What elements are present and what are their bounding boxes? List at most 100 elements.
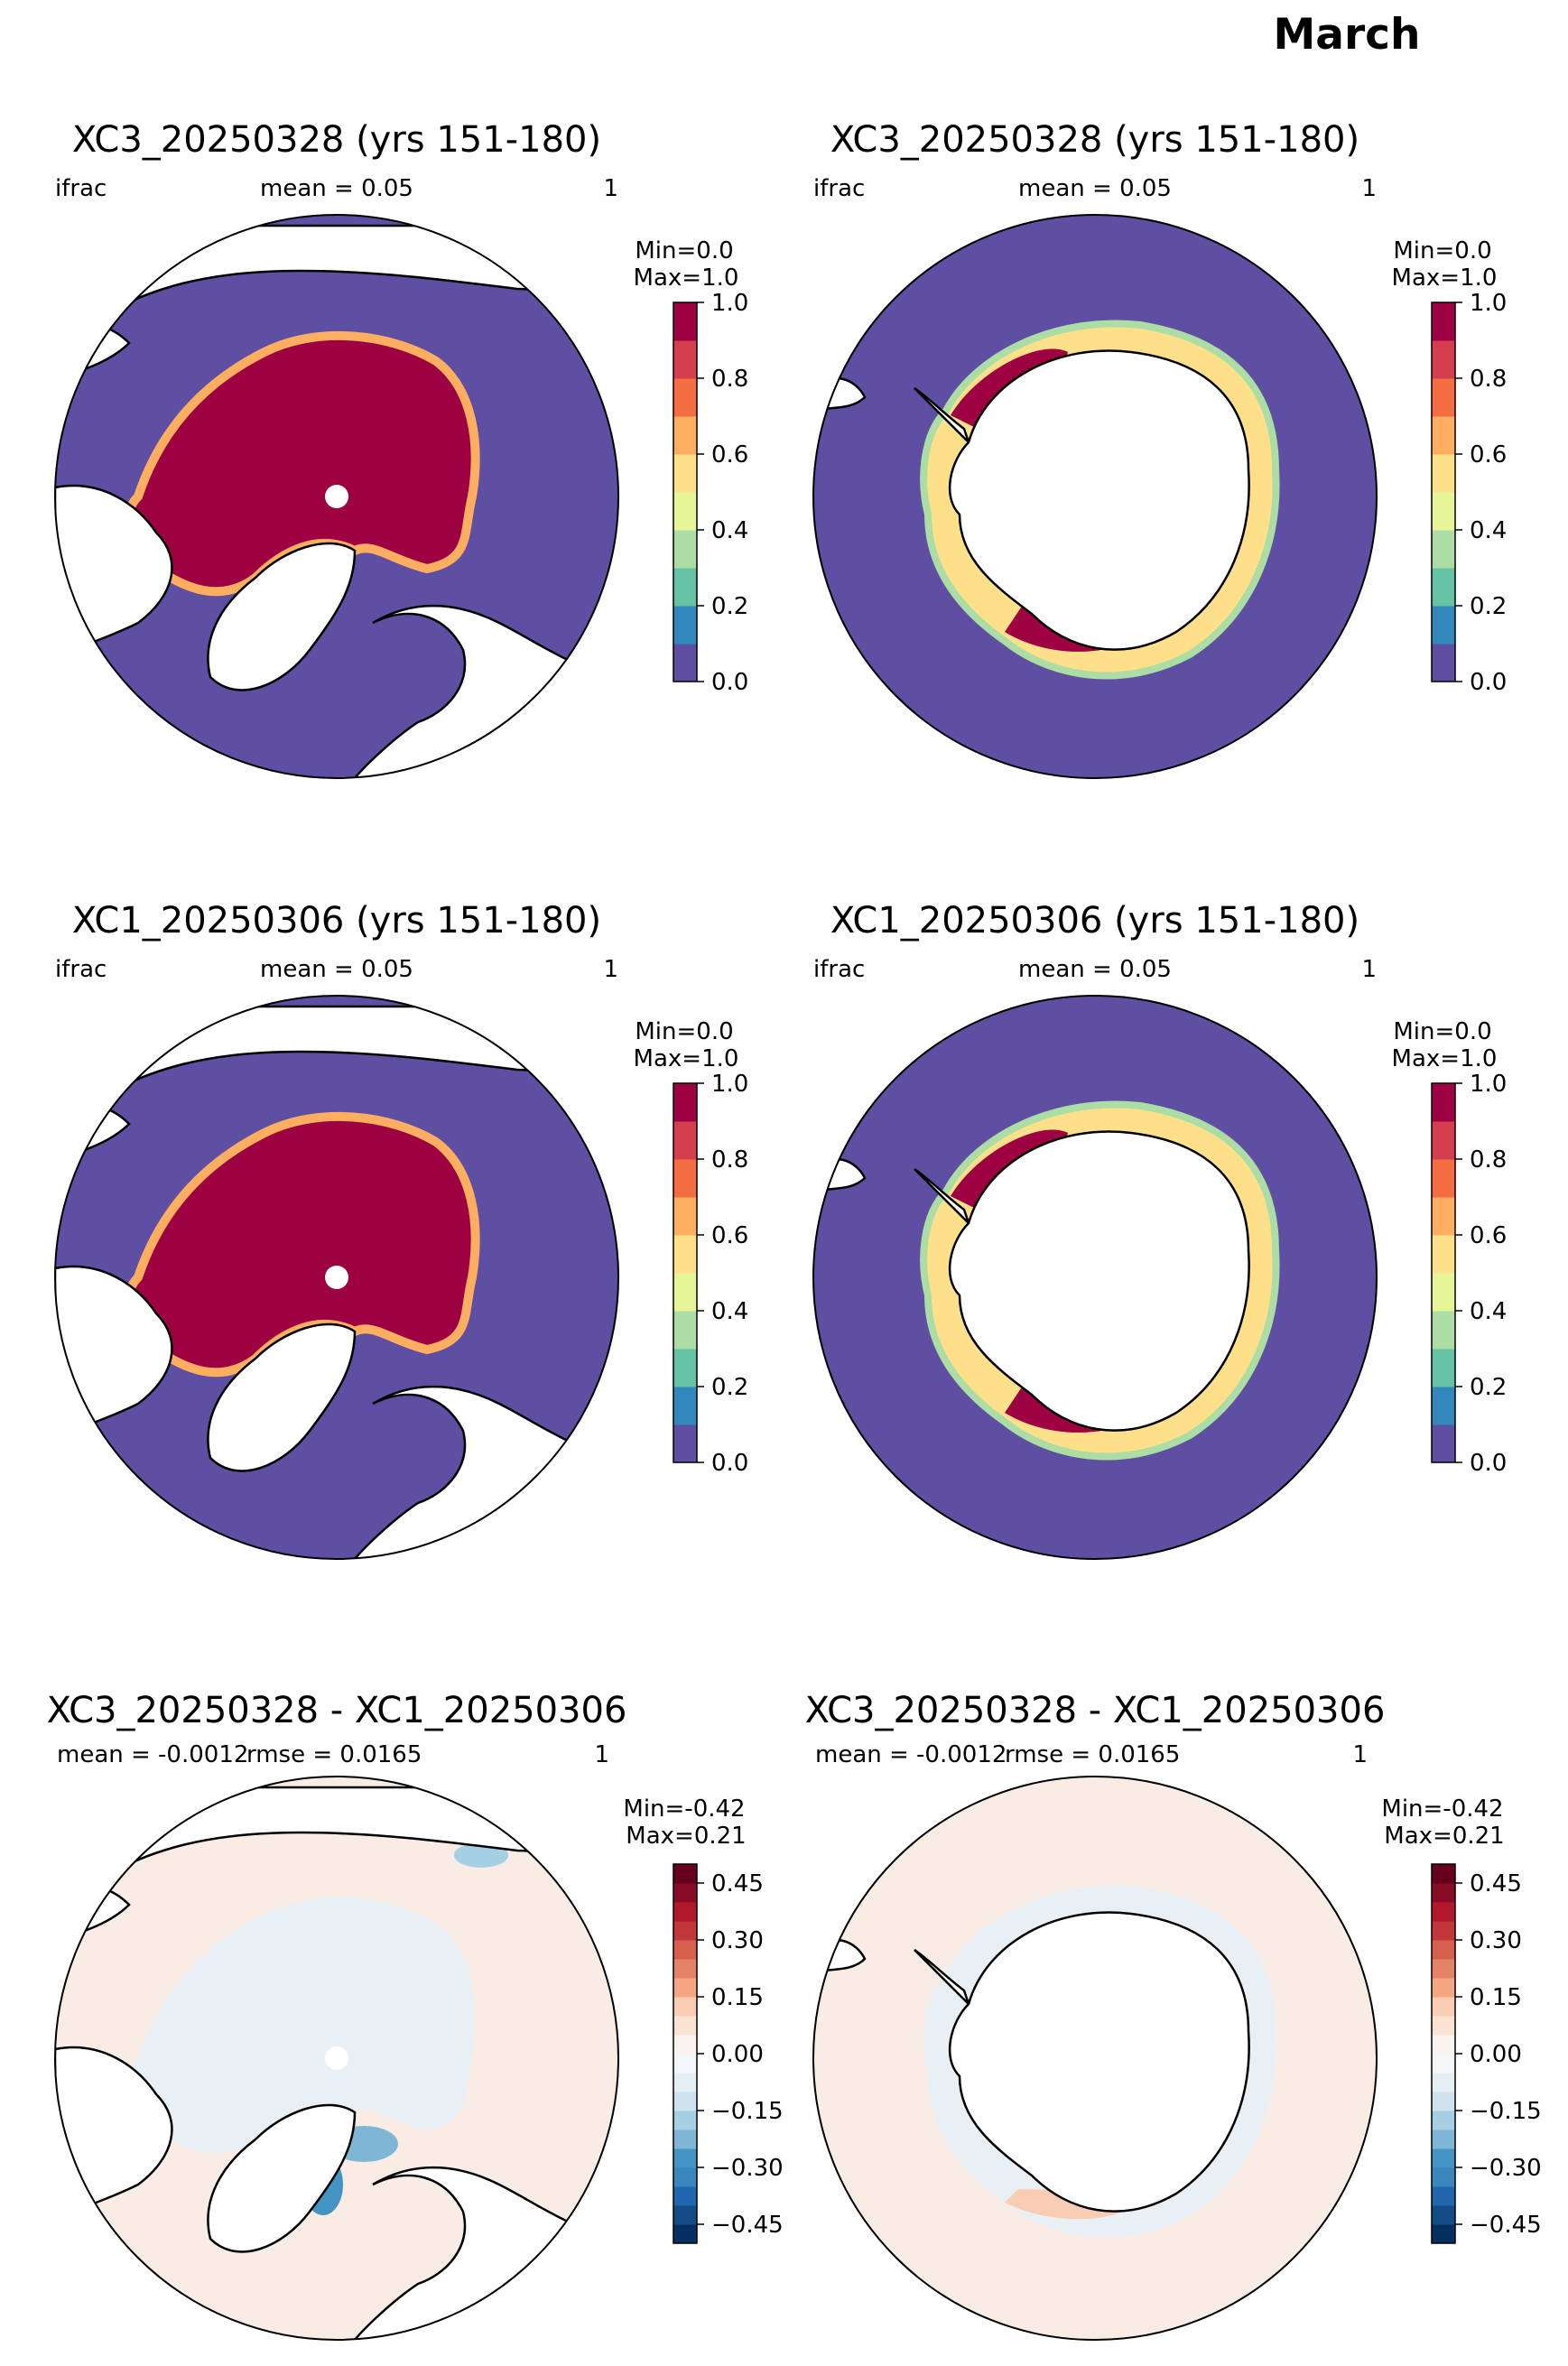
pole-hole bbox=[325, 1266, 348, 1289]
sea-ice-field bbox=[124, 330, 480, 597]
map-field bbox=[813, 1777, 1377, 2340]
panel-label-center: mean = 0.05 bbox=[1018, 956, 1172, 983]
colorbar-segment bbox=[673, 2205, 697, 2225]
map-boundary bbox=[812, 214, 1378, 779]
colorbar-segment bbox=[673, 378, 697, 417]
colorbar-segment bbox=[1432, 416, 1455, 455]
colorbar-segment bbox=[673, 416, 697, 455]
land-mass bbox=[914, 1167, 970, 1224]
colorbar-segment bbox=[1432, 378, 1455, 417]
colorbar-max-label: Max=1.0 bbox=[1392, 1045, 1498, 1072]
panel-title: XC3_20250328 - XC1_20250306 bbox=[805, 1690, 1386, 1731]
colorbar-tick-label: 0.4 bbox=[711, 1298, 748, 1325]
colorbar-segment bbox=[1432, 2148, 1455, 2168]
colorbar-segment bbox=[1432, 644, 1455, 682]
panel-label-left: mean = -0.0012 bbox=[57, 1741, 248, 1768]
colorbar-segment bbox=[1432, 2186, 1455, 2206]
colorbar-segment bbox=[1432, 302, 1455, 341]
colorbar-segment bbox=[1432, 1864, 1455, 1884]
colorbar-tick-label: 1.0 bbox=[711, 1071, 748, 1098]
colorbar-tick-label: 0.00 bbox=[711, 2041, 764, 2068]
colorbar-segment bbox=[1432, 1978, 1455, 1998]
colorbar-tick-label: 0.30 bbox=[711, 1927, 764, 1954]
land-mass bbox=[948, 349, 1250, 651]
colorbar-segment bbox=[673, 1997, 697, 2017]
colorbar-segment bbox=[1432, 2167, 1455, 2187]
land-mass bbox=[948, 1911, 1250, 2213]
panel-title: XC1_20250306 (yrs 151-180) bbox=[72, 900, 601, 942]
panels: XC3_20250328 (yrs 151-180) ifrac mean = 0.… bbox=[47, 119, 1542, 2341]
map-boundary bbox=[812, 995, 1378, 1560]
colorbar-segment bbox=[1432, 492, 1455, 531]
panel-label-right: 1 bbox=[594, 1741, 609, 1768]
colorbar-segment bbox=[673, 2073, 697, 2092]
colorbar-tick-label: 0.0 bbox=[711, 669, 748, 696]
colorbar-segment bbox=[673, 1424, 697, 1463]
panel-label-center: mean = 0.05 bbox=[260, 956, 413, 983]
colorbar-segment bbox=[1432, 1197, 1455, 1236]
colorbar-segment bbox=[1432, 1424, 1455, 1463]
map-field bbox=[813, 996, 1377, 1559]
panel-label-left: ifrac bbox=[55, 956, 107, 983]
colorbar-segment bbox=[673, 606, 697, 645]
colorbar-max-label: Max=0.21 bbox=[1384, 1823, 1504, 1850]
map-field bbox=[55, 1777, 618, 2340]
colorbar-segment bbox=[1432, 1921, 1455, 1941]
colorbar-tick-label: 0.6 bbox=[711, 441, 748, 469]
colorbar-segment bbox=[1432, 1159, 1455, 1198]
panel-label-center: rmse = 0.0165 bbox=[1005, 1741, 1180, 1768]
colorbar-tick-label: 0.6 bbox=[1470, 1222, 1507, 1249]
colorbar-segment bbox=[673, 1387, 697, 1425]
colorbar-segment bbox=[1432, 2016, 1455, 2036]
colorbar-segment bbox=[673, 1959, 697, 1979]
colorbar-tick-label: −0.30 bbox=[1470, 2155, 1542, 2182]
map-panel-3: XC1_20250306 (yrs 151-180) ifrac mean = 0.… bbox=[54, 900, 749, 1560]
colorbar-tick-label: −0.45 bbox=[711, 2212, 784, 2239]
diff-field bbox=[128, 1897, 476, 2154]
panel-label-left: ifrac bbox=[813, 175, 865, 202]
diff-anomaly bbox=[1005, 2189, 1122, 2220]
colorbar-segment bbox=[673, 2111, 697, 2130]
panel-label-right: 1 bbox=[603, 175, 618, 202]
colorbar-segment bbox=[1432, 1959, 1455, 1979]
colorbar-segment bbox=[1432, 1902, 1455, 1922]
colorbar-segment bbox=[1432, 2129, 1455, 2149]
colorbar-segment bbox=[673, 2092, 697, 2111]
map-panel-2: XC3_20250328 (yrs 151-180) ifrac mean = 0.… bbox=[812, 119, 1508, 779]
colorbar-frame bbox=[673, 302, 698, 682]
colorbar-segment bbox=[1432, 568, 1455, 607]
colorbar-min-label: Min=-0.42 bbox=[623, 1795, 745, 1823]
colorbar-segment bbox=[673, 492, 697, 531]
colorbar-tick-label: 0.8 bbox=[1470, 1146, 1507, 1174]
pole-hole bbox=[325, 2046, 348, 2070]
panel-label-right: 1 bbox=[1361, 956, 1377, 983]
colorbar-segment bbox=[1432, 2035, 1455, 2055]
panel-label-center: mean = 0.05 bbox=[1018, 175, 1172, 202]
colorbar-segment bbox=[1432, 2054, 1455, 2074]
colorbar-tick-label: 0.8 bbox=[711, 1146, 748, 1174]
colorbar-segment bbox=[1432, 2111, 1455, 2130]
panel-title: XC1_20250306 (yrs 151-180) bbox=[830, 900, 1359, 942]
colorbar-frame bbox=[1431, 302, 1456, 682]
colorbar-segment bbox=[673, 1883, 697, 1903]
map-field bbox=[55, 215, 618, 778]
colorbar-segment bbox=[673, 340, 697, 379]
colorbar-segment bbox=[673, 1121, 697, 1160]
colorbar-tick-label: 1.0 bbox=[711, 290, 748, 317]
colorbar-segment bbox=[1432, 340, 1455, 379]
colorbar-tick-label: 0.4 bbox=[711, 517, 748, 544]
map-field bbox=[813, 215, 1377, 778]
colorbar-tick-label: 1.0 bbox=[1470, 1071, 1507, 1098]
colorbar-segment bbox=[1432, 1387, 1455, 1425]
colorbar-min-label: Min=0.0 bbox=[635, 1018, 733, 1045]
colorbar-tick-label: 0.0 bbox=[1470, 1450, 1507, 1477]
land-mass bbox=[914, 1948, 970, 2005]
colorbar-frame bbox=[673, 1082, 698, 1463]
colorbar-max-label: Max=1.0 bbox=[634, 264, 739, 292]
colorbar-segment bbox=[673, 1921, 697, 1941]
